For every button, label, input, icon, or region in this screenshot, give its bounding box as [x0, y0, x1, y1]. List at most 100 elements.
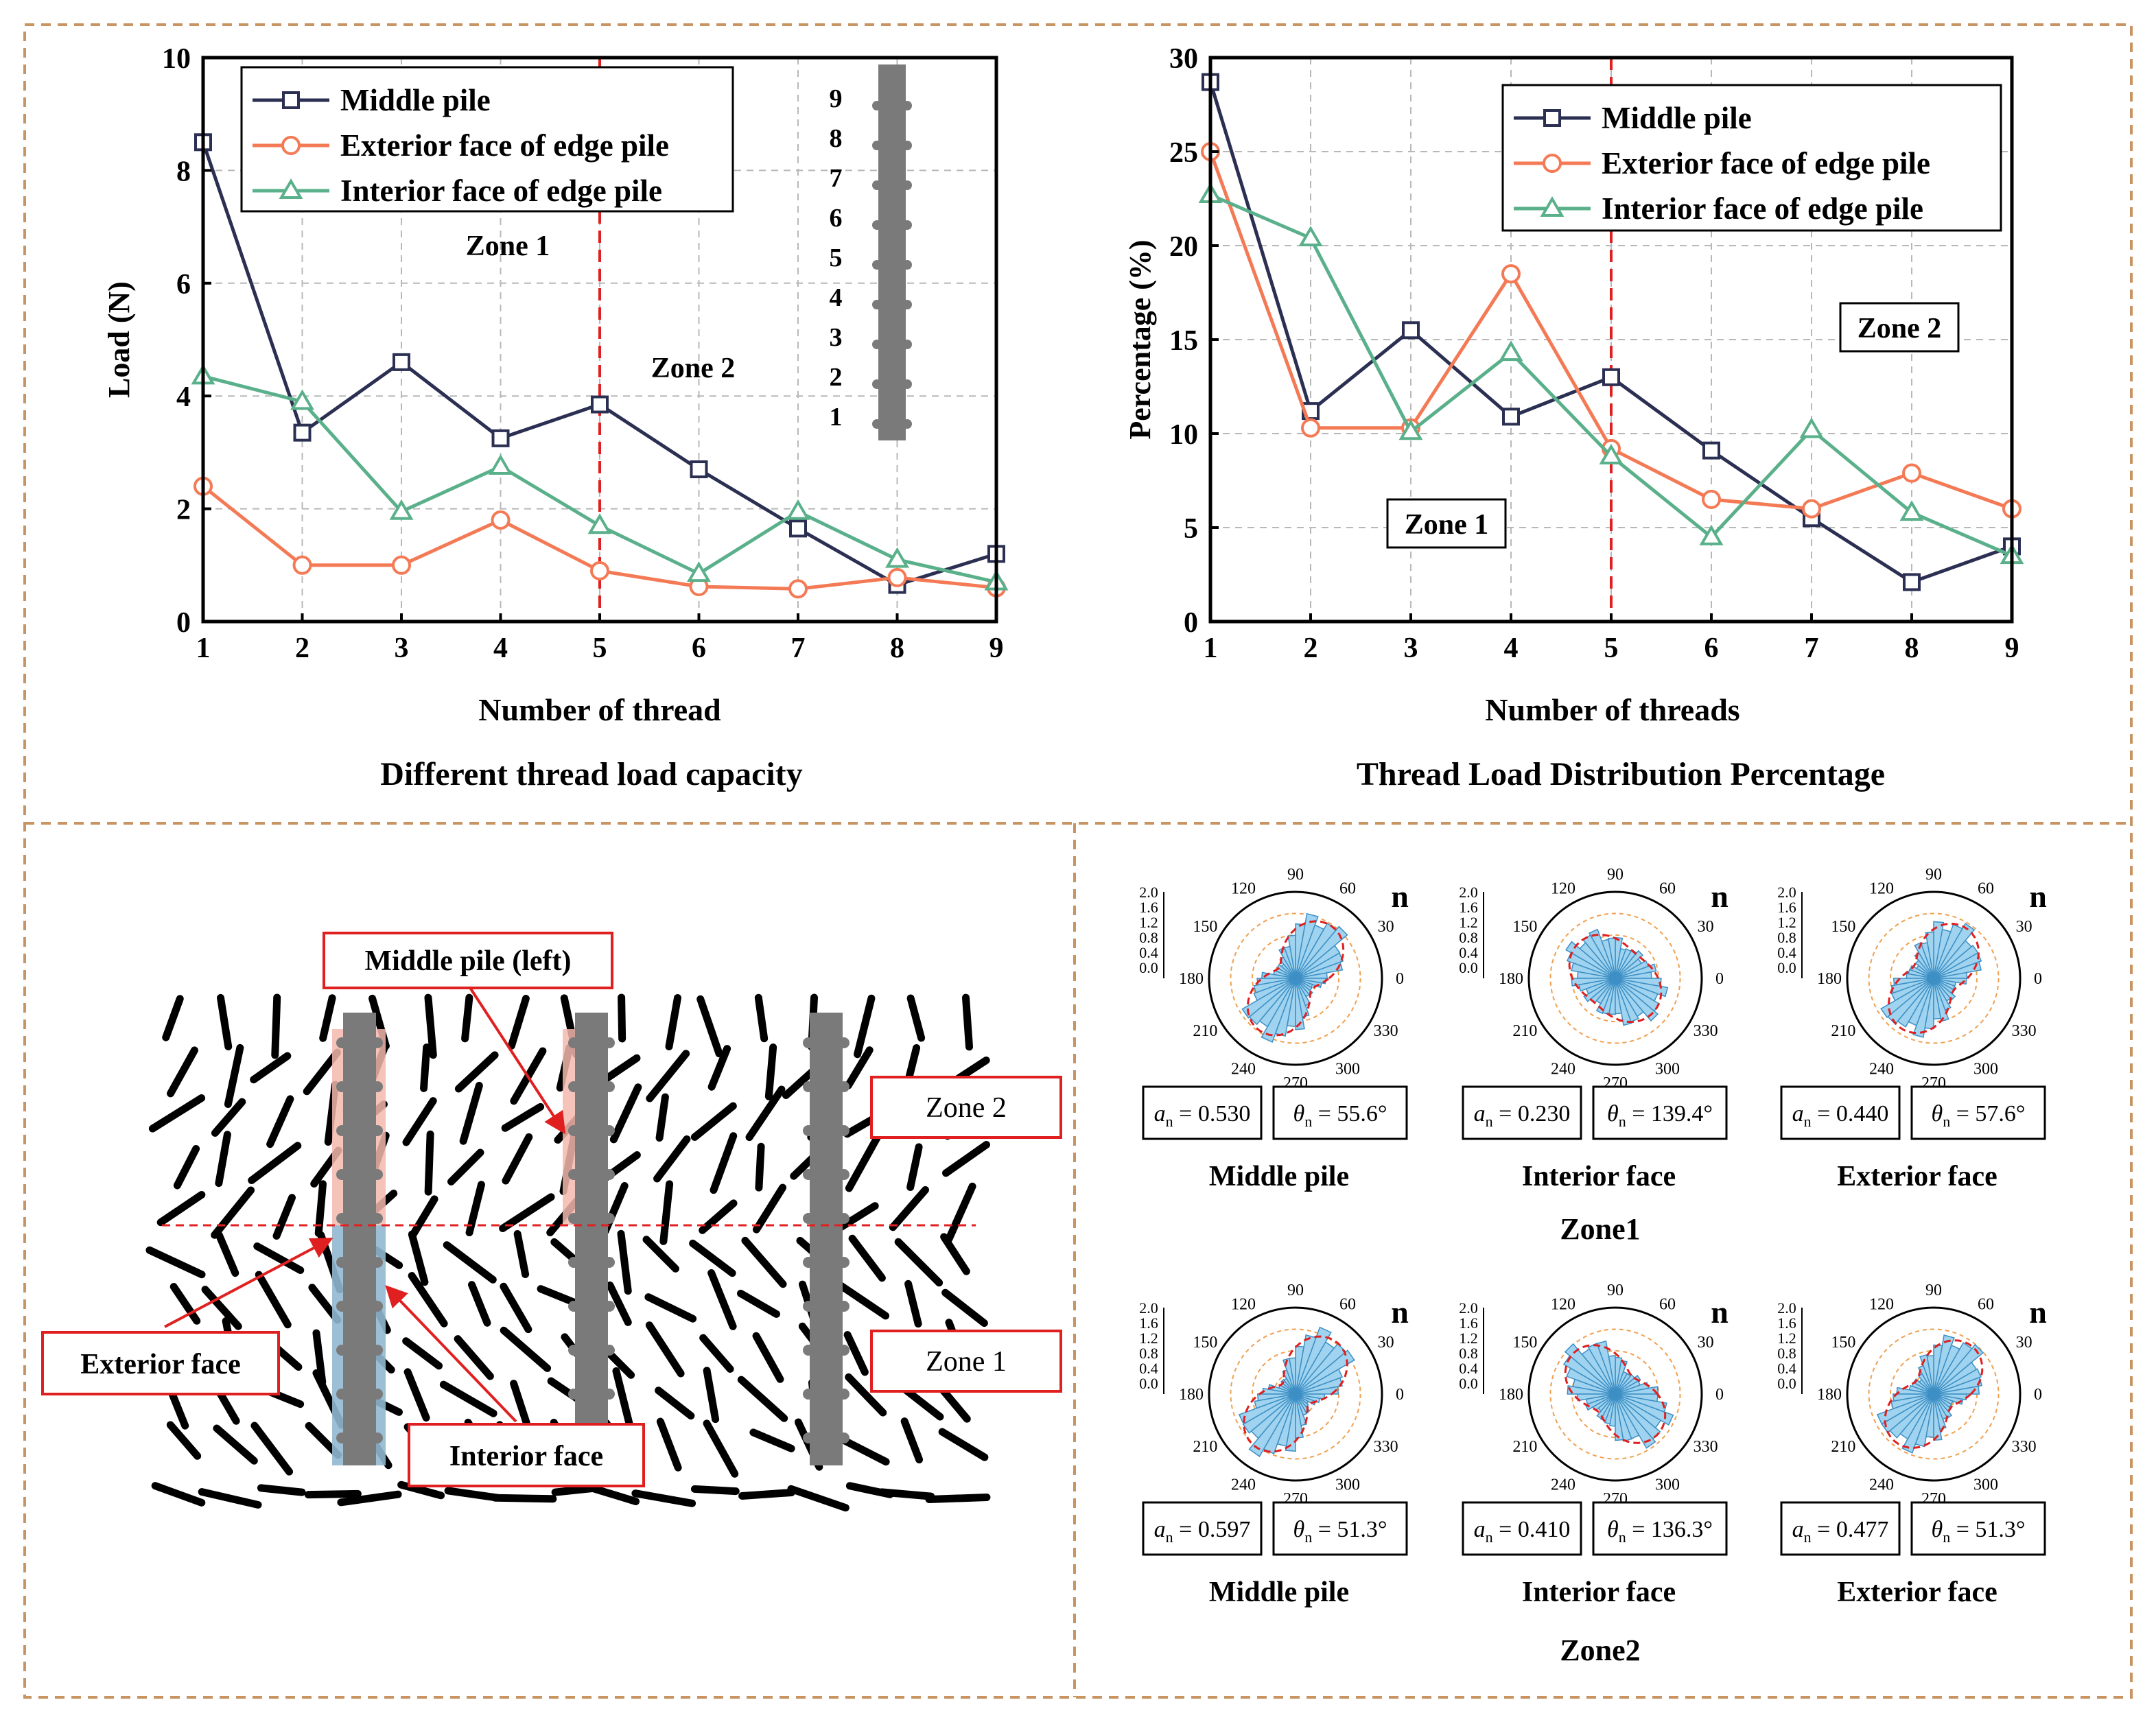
rose-angle-label: 180 [1179, 1386, 1204, 1404]
percentage-chart: 1 2 3 4 5 6 7 8 9 0 5 10 15 20 25 30 Middle pile Exterio… [1123, 43, 2024, 792]
particle-rod [737, 1289, 780, 1318]
panel-borders [23, 23, 2133, 1699]
particle-rod [507, 995, 530, 1050]
particle-rod [848, 1234, 886, 1282]
rose-angle-label: 210 [1831, 1022, 1855, 1040]
rose-angle-label: 120 [1551, 1295, 1575, 1313]
rose-scale-label: 1.2 [1459, 1330, 1478, 1347]
rose-outer-circle [1527, 891, 1703, 1066]
particle-rod [224, 1043, 244, 1108]
particle-rod [642, 1236, 679, 1273]
rose-angle-label: 0 [1715, 970, 1724, 988]
particle-rod [513, 1230, 530, 1278]
x-tick-label: 1 [196, 633, 211, 664]
inset-thread [902, 300, 912, 309]
pile-thread [372, 1037, 383, 1048]
x-tick-label: 4 [493, 633, 508, 664]
data-point-interior [1499, 340, 1523, 362]
particle-rod [703, 1419, 739, 1478]
particle-rod [162, 995, 184, 1041]
particle-rod [255, 1271, 292, 1329]
particle-rod [689, 1239, 736, 1277]
particle-rod [737, 1376, 788, 1422]
particle-rod [754, 993, 769, 1043]
rose-angle-label: 240 [1551, 1476, 1575, 1494]
rose-angle-label: 30 [1698, 918, 1714, 936]
particle-rod [319, 994, 336, 1042]
data-point-exterior [1902, 463, 1921, 483]
particle-rod [845, 1373, 887, 1417]
particle-rod [631, 1489, 696, 1507]
zone2-rose-caption: Zone2 [1560, 1633, 1640, 1667]
rose-scale-label: 0.4 [1777, 944, 1796, 961]
particle-rod [501, 1102, 545, 1132]
zone2-label-box [870, 1076, 1062, 1139]
inset-thread [872, 180, 882, 190]
particle-rod [878, 1488, 935, 1500]
data-point-exterior [392, 555, 411, 575]
particle-rod [699, 1334, 734, 1373]
particle-rod [403, 1368, 430, 1422]
inset-thread-number: 6 [830, 204, 843, 233]
rose-scale-label: 0.4 [1459, 1360, 1478, 1377]
particle-rod [173, 1144, 200, 1190]
an-value: an = 0.410 [1474, 1517, 1571, 1546]
rose-angle-label: 300 [1973, 1476, 1998, 1494]
pile-right [810, 1013, 843, 1465]
x-tick-label: 5 [593, 633, 607, 664]
rose-angle-label: 120 [1231, 880, 1256, 897]
data-point-interior [290, 389, 314, 410]
x-tick-label: 4 [1504, 633, 1519, 664]
rose-zone2-1: 2.01.61.20.80.40.09060300330300270240210… [1459, 1282, 1729, 1608]
load-chart: 9 8 7 6 5 4 3 2 1 1 2 3 4 5 6 7 8 9 0 2 4 6 8 10 Middle pile Ex… [102, 43, 1009, 792]
pile-thread [604, 1081, 615, 1092]
particle-rod [655, 1093, 669, 1142]
zone1-label: Zone 1 [926, 1346, 1007, 1378]
pile-thread [372, 1257, 383, 1268]
particle-rod [408, 1230, 429, 1286]
particle-rod [499, 1193, 555, 1232]
pile-thread [803, 1213, 814, 1224]
rose-scale-label: 1.6 [1139, 1314, 1158, 1332]
theta-value-box [1910, 1501, 2046, 1556]
x-tick-label: 2 [1304, 633, 1318, 664]
particle-rod [940, 1233, 970, 1275]
legend-label-interior: Interior face of edge pile [1602, 191, 1923, 226]
x-tick-label: 3 [1404, 633, 1418, 664]
rose-angle-label: 150 [1831, 918, 1855, 936]
particle-rod [248, 1142, 302, 1184]
pile-thread [604, 1125, 615, 1136]
particle-rod [710, 1132, 738, 1194]
particle-rod [906, 1143, 923, 1192]
inset-thread-number: 2 [830, 363, 843, 392]
rose-scale-label: 0.8 [1139, 929, 1158, 946]
particle-rod [257, 1484, 306, 1496]
pile-thread [604, 1389, 615, 1400]
rose-scale-label: 0.8 [1459, 1345, 1478, 1362]
rose-angle-label: 330 [1374, 1438, 1398, 1456]
inset-thread [902, 180, 912, 190]
y-tick-label: 2 [176, 495, 191, 526]
rose-scale-label: 1.2 [1777, 914, 1796, 931]
rose-n-label: n [2029, 879, 2047, 914]
x-tick-label: 9 [989, 633, 1004, 664]
zone1-label-box [870, 1330, 1062, 1393]
data-point-interior [489, 453, 513, 475]
particle-rod [408, 1272, 448, 1328]
inset-thread [902, 340, 912, 349]
exterior-face-label: Exterior face [80, 1349, 241, 1380]
percentage-chart-series [1198, 73, 2024, 591]
rose-angle-label: 210 [1512, 1022, 1537, 1040]
y-tick-label: 0 [176, 607, 191, 639]
inset-thread [872, 419, 882, 429]
zone2-label: Zone 2 [926, 1092, 1007, 1124]
y-tick-label: 10 [162, 43, 191, 75]
rose-angle-label: 90 [1287, 866, 1304, 884]
pile-thread [839, 1037, 849, 1048]
rose-angle-label: 90 [1607, 1282, 1624, 1299]
inset-thread-number: 3 [830, 323, 843, 352]
rose-scale-label: 0.4 [1459, 944, 1478, 961]
pile-thread [568, 1037, 579, 1048]
rose-scale-label: 2.0 [1459, 1299, 1478, 1317]
